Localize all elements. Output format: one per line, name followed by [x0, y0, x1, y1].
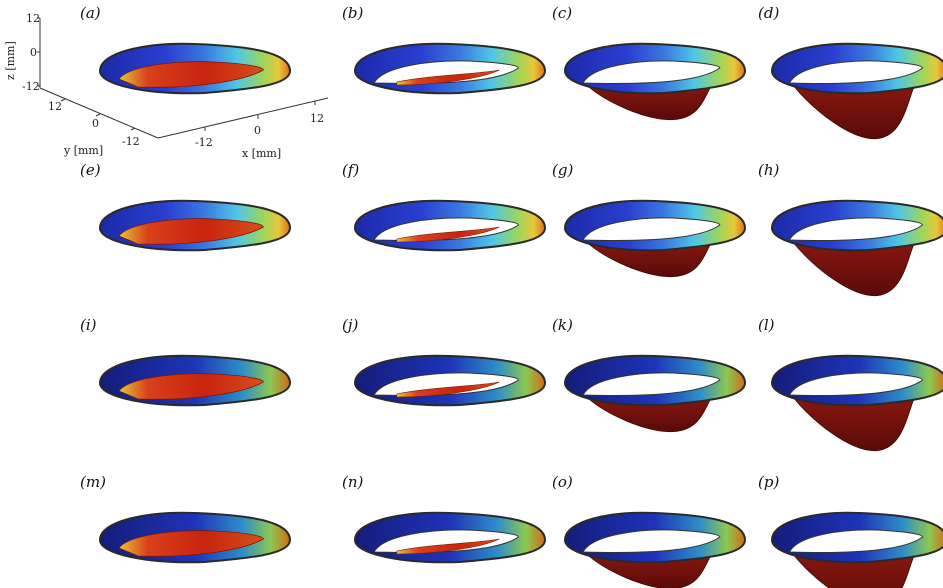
valve-panel-j: (j)	[342, 316, 547, 407]
panel-label: (f)	[342, 161, 359, 179]
panel-label: (l)	[758, 316, 775, 334]
panel-label: (k)	[552, 316, 573, 334]
x-tick-0: 0	[254, 124, 261, 137]
axes-3d: 12 0 -12 z [mm] 12 0 -12 y [mm] -12 0 12…	[4, 12, 329, 160]
valve-panel-g: (g)	[552, 161, 747, 278]
valve-panel-d: (d)	[758, 4, 943, 140]
panel-grid: (a) (b) (c) (d) (e) (f) (g) (h) (i) (j) (k) (l) (m) (…	[80, 4, 943, 588]
panel-label: (n)	[342, 473, 364, 491]
valve-opening	[788, 217, 924, 241]
leaflet-closed	[118, 218, 264, 245]
valve-opening	[788, 529, 924, 553]
valve-panel-m: (m)	[80, 473, 292, 564]
leaflet-partial	[396, 538, 500, 555]
x-tick-neg12: -12	[195, 136, 213, 149]
leaflet-partial	[396, 226, 500, 243]
valve-panel-n: (n)	[342, 473, 547, 564]
leaflet-closed	[118, 61, 264, 88]
y-tick-12: 12	[48, 100, 62, 113]
panel-label: (g)	[552, 161, 573, 179]
z-tick-bottom: -12	[22, 80, 40, 93]
panel-label: (c)	[552, 4, 572, 22]
valve-panel-b: (b)	[342, 4, 547, 95]
valve-opening	[582, 217, 721, 241]
valve-panel-o: (o)	[552, 473, 747, 588]
panel-label: (b)	[342, 4, 363, 22]
valve-opening	[373, 60, 519, 84]
y-tick-neg12: -12	[122, 135, 140, 148]
valve-panel-a: (a)	[80, 4, 292, 95]
valve-panel-f: (f)	[342, 161, 547, 252]
leaflet-open	[792, 394, 917, 452]
leaflet-partial	[396, 69, 500, 86]
panel-label: (m)	[80, 473, 106, 491]
panel-label: (p)	[758, 473, 779, 491]
valve-panel-c: (c)	[552, 4, 747, 121]
valve-opening	[788, 60, 924, 84]
panel-label: (a)	[80, 4, 101, 22]
panel-label: (o)	[552, 473, 573, 491]
valve-opening	[582, 529, 721, 553]
valve-opening	[373, 529, 519, 553]
valve-panel-i: (i)	[80, 316, 292, 407]
x-tick-12: 12	[310, 112, 324, 125]
panel-label: (j)	[342, 316, 359, 334]
valve-opening	[788, 372, 924, 396]
leaflet-partial	[396, 381, 500, 398]
valve-panel-p: (p)	[758, 473, 943, 588]
y-tick-0: 0	[92, 117, 99, 130]
valve-panel-h: (h)	[758, 161, 943, 297]
leaflet-closed	[118, 373, 264, 400]
panel-label: (h)	[758, 161, 780, 179]
valve-panel-k: (k)	[552, 316, 747, 433]
valve-opening	[373, 372, 519, 396]
valve-panel-e: (e)	[80, 161, 292, 252]
z-axis-label: z [mm]	[4, 41, 17, 80]
valve-opening	[582, 60, 721, 84]
leaflet-open	[792, 239, 917, 297]
valve-opening	[373, 217, 519, 241]
leaflet-closed	[118, 530, 264, 557]
z-tick-mid: 0	[30, 46, 37, 59]
x-axis-label: x [mm]	[242, 147, 281, 160]
valve-opening	[582, 372, 721, 396]
panel-label: (i)	[80, 316, 97, 334]
y-axis-label: y [mm]	[63, 144, 103, 157]
leaflet-open	[792, 82, 917, 140]
panel-label: (d)	[758, 4, 779, 22]
valve-panel-l: (l)	[758, 316, 943, 452]
panel-label: (e)	[80, 161, 101, 179]
z-tick-top: 12	[26, 12, 40, 25]
